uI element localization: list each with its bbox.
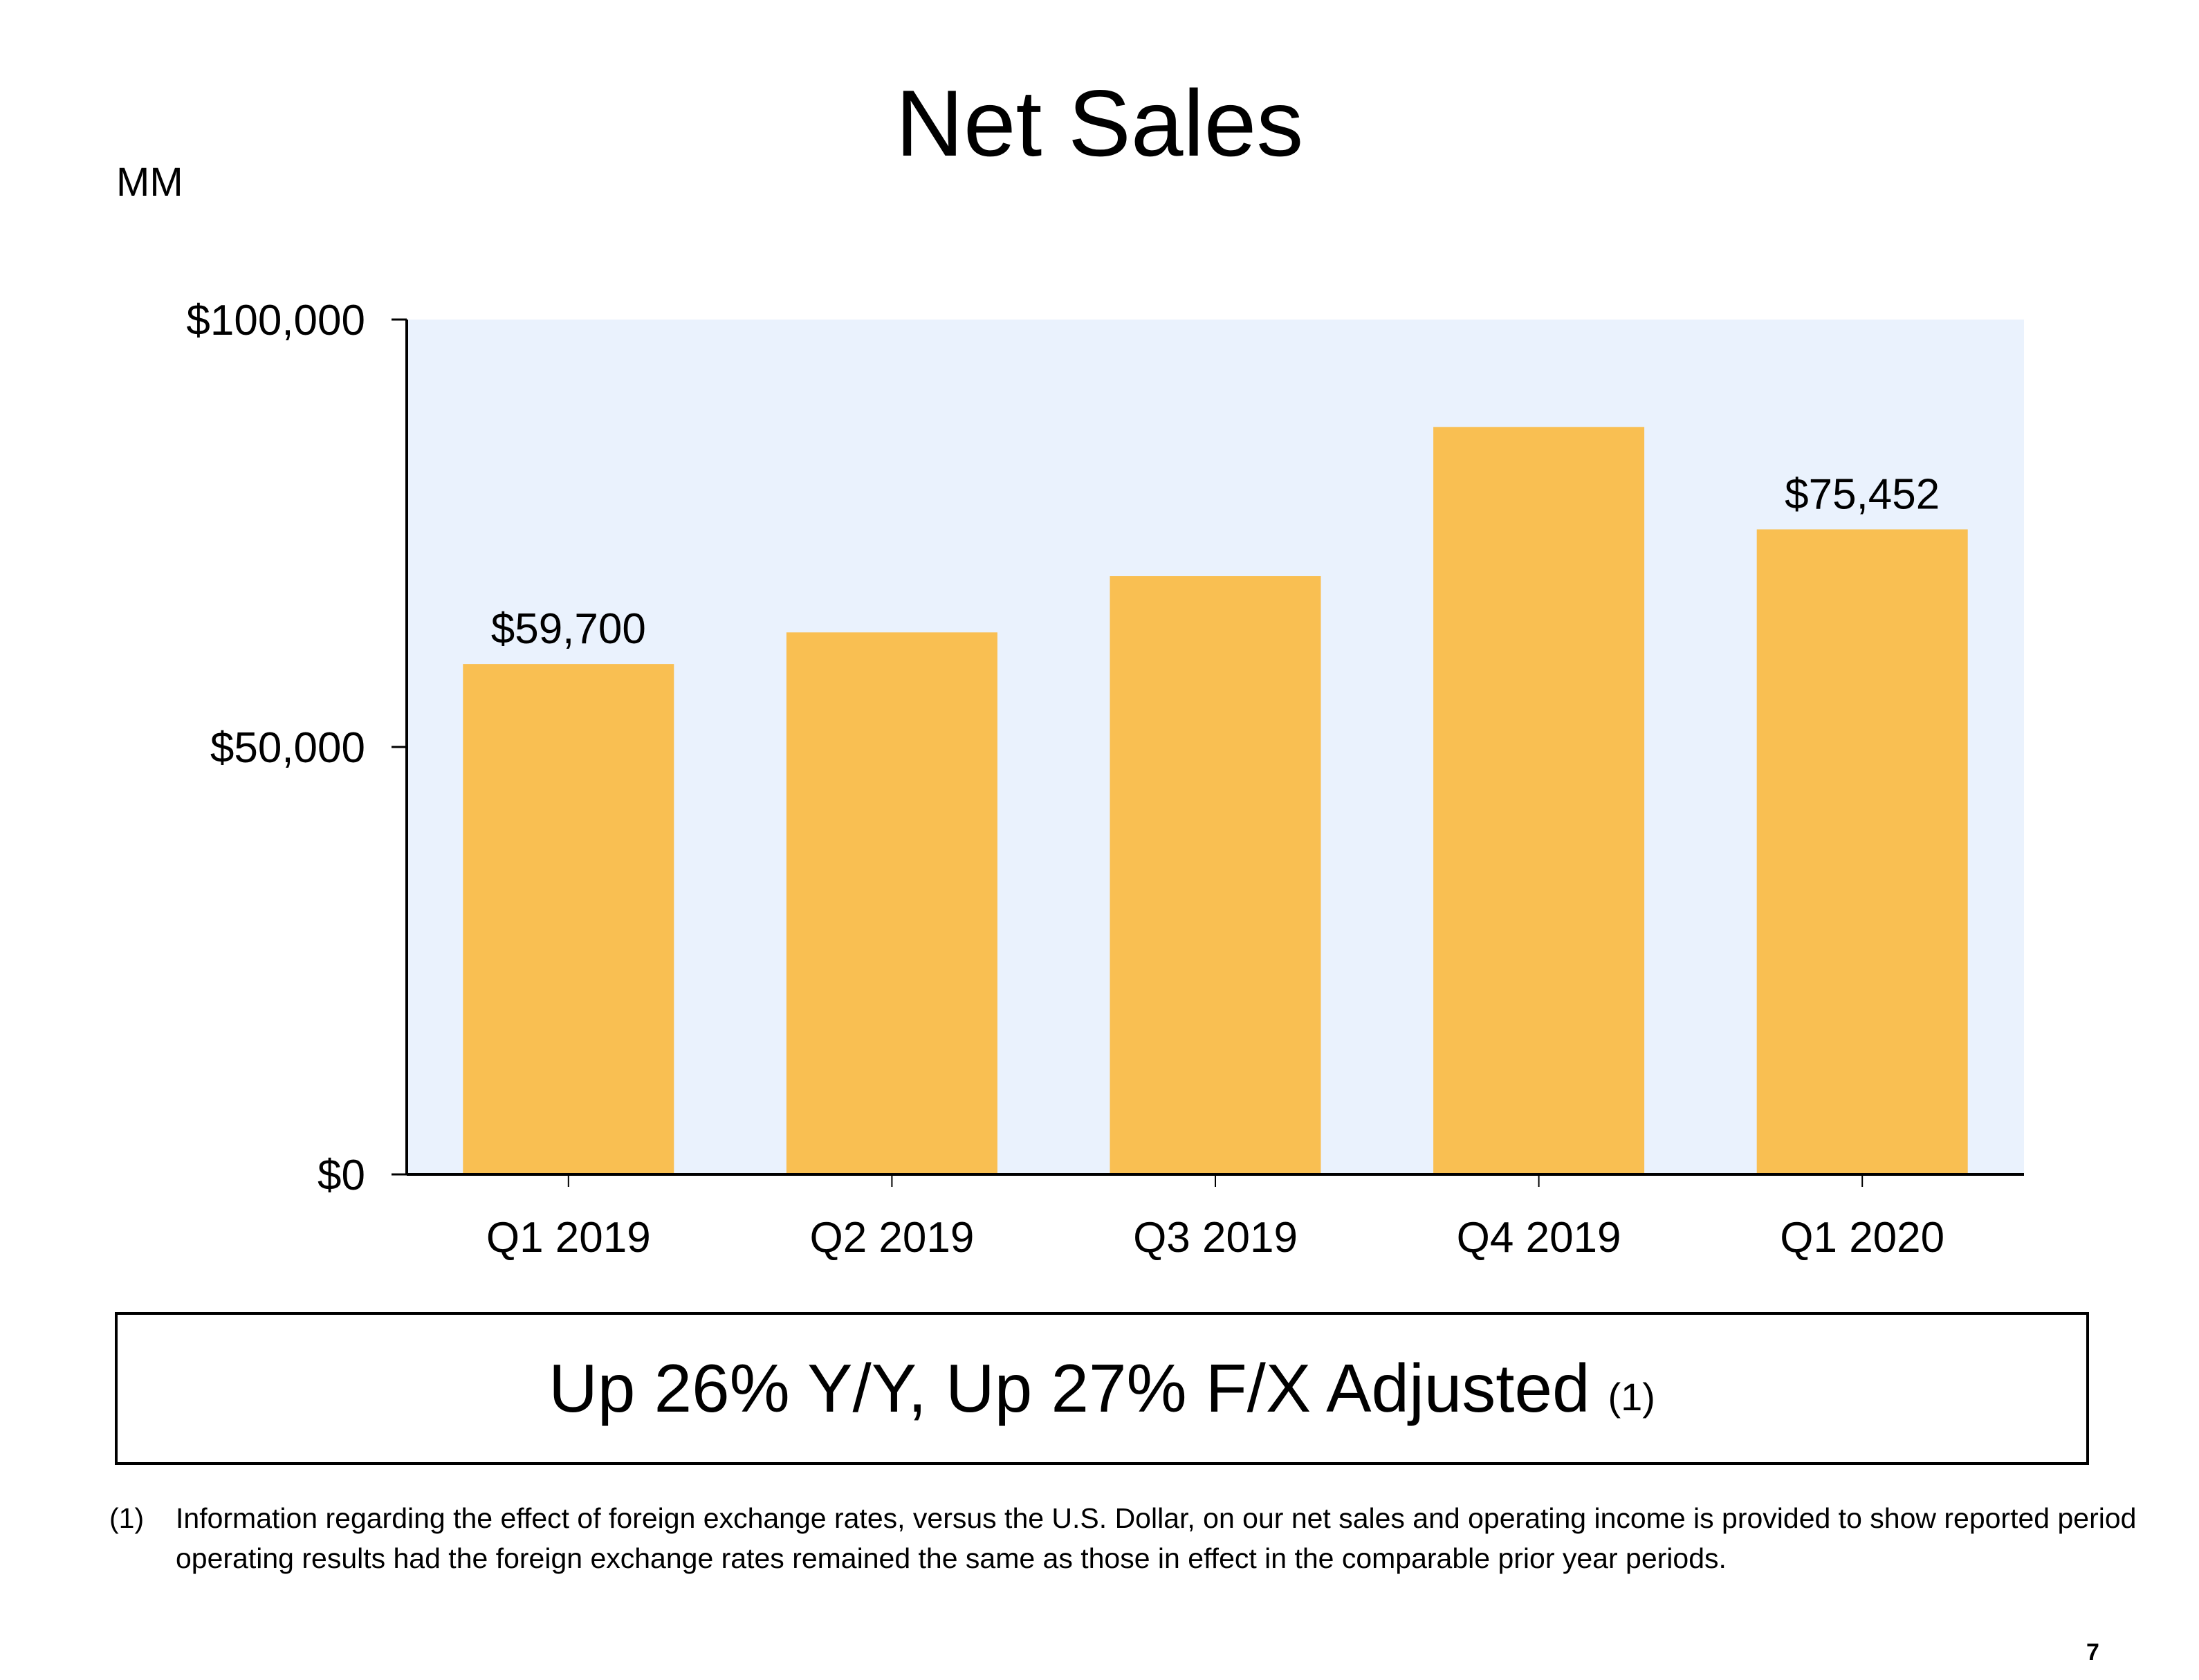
net-sales-bar-chart: $59,700 Q1 2019 Q2 2019 Q3 2019 Q4 2019 $75,4… [186, 297, 2024, 1262]
data-label: $75,452 [1785, 470, 1940, 518]
data-label: $59,700 [491, 605, 646, 653]
y-tick-label: $0 [318, 1152, 365, 1199]
page-number: 7 [2086, 1639, 2099, 1665]
x-tick-label: Q1 2020 [1780, 1214, 1944, 1262]
units-label: MM [116, 160, 183, 205]
bar-q4-2019 [1433, 427, 1645, 1174]
growth-callout-text: Up 26% Y/Y, Up 27% F/X Adjusted [549, 1350, 1590, 1426]
chart-title: Net Sales [895, 71, 1304, 176]
x-tick-label: Q4 2019 [1457, 1214, 1621, 1262]
bar-q1-2019 [463, 664, 674, 1174]
bar-q1-2020 [1756, 529, 1968, 1174]
bar-q3-2019 [1110, 576, 1321, 1174]
y-tick-label: $50,000 [210, 724, 365, 772]
y-tick-label: $100,000 [186, 297, 365, 344]
footnote: (1) Information regarding the effect of … [109, 1498, 2171, 1578]
footnote-number: (1) [109, 1502, 145, 1534]
growth-callout-box: Up 26% Y/Y, Up 27% F/X Adjusted (1) [115, 1312, 2089, 1465]
x-tick-label: Q1 2019 [486, 1214, 651, 1262]
callout-footnote-ref: (1) [1608, 1375, 1655, 1419]
bar-q2-2019 [786, 632, 997, 1174]
x-tick-label: Q2 2019 [809, 1214, 974, 1262]
footnote-text: Information regarding the effect of fore… [176, 1502, 2137, 1574]
x-tick-label: Q3 2019 [1133, 1214, 1298, 1262]
